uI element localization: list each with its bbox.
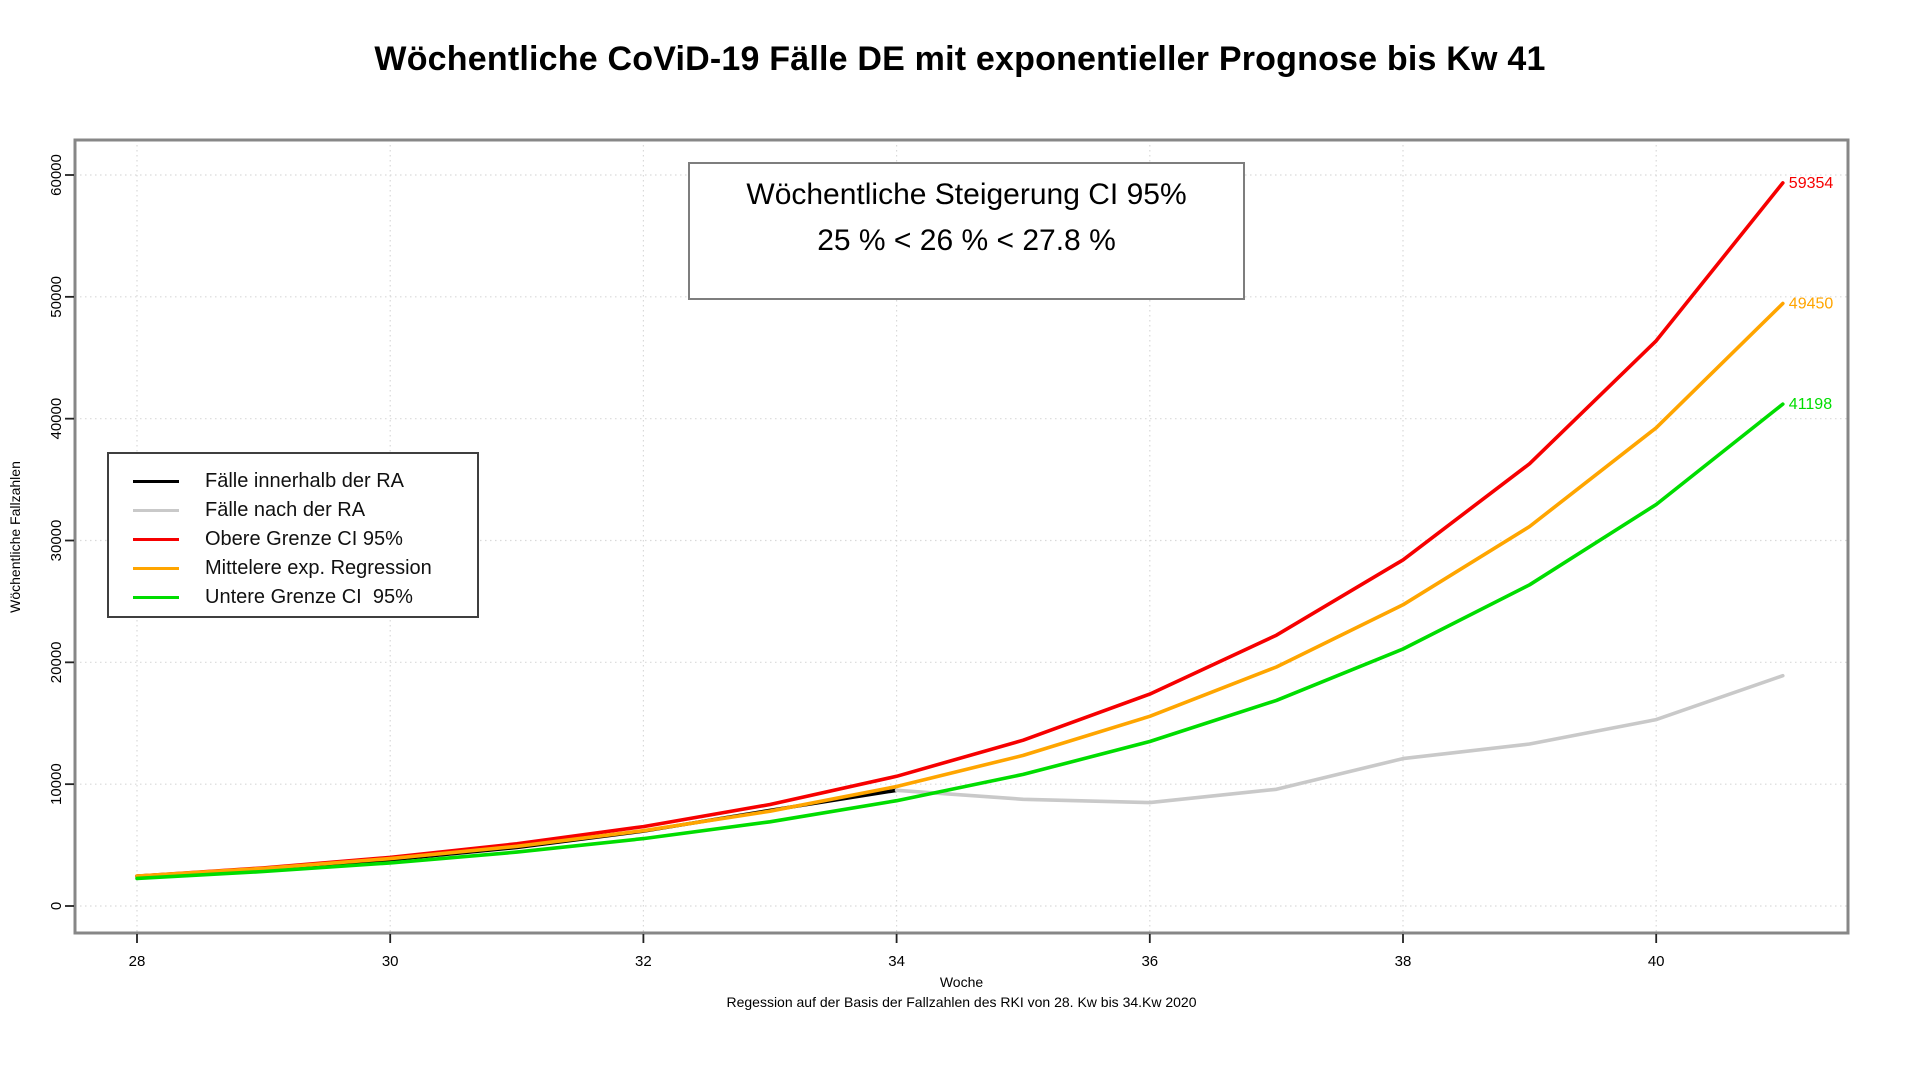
legend-item: Fälle innerhalb der RA [109,467,477,496]
end-label-upper-ci-95: 59354 [1789,175,1834,192]
legend-item: Untere Grenze CI 95% [109,583,477,612]
legend-item: Obere Grenze CI 95% [109,525,477,554]
x-axis-title: Woche [939,974,984,990]
legend-item: Mittelere exp. Regression [109,554,477,583]
end-label-mid-exp-regression: 49450 [1789,296,1834,313]
y-tick-label: 0 [48,902,65,910]
line-lower-ci-95 [135,402,1785,881]
legend-line-swatch [133,596,179,599]
y-tick-label: 60000 [48,154,65,196]
legend: Fälle innerhalb der RA Fälle nach der RA… [107,452,479,618]
y-tick-label: 50000 [48,276,65,318]
chart-title: Wöchentliche CoViD-19 Fälle DE mit expon… [374,40,1546,78]
legend-item-label: Mittelere exp. Regression [205,557,432,579]
x-tick-label: 34 [888,953,905,970]
x-tick-label: 28 [129,953,146,970]
x-tick-label: 36 [1141,953,1158,970]
annotation-ci-values: 25 % < 26 % < 27.8 % [817,224,1116,257]
legend-item-label: Obere Grenze CI 95% [205,528,403,550]
legend-item: Fälle nach der RA [109,496,477,525]
legend-line-swatch [133,509,179,512]
y-tick-label: 40000 [48,398,65,440]
x-tick-label: 32 [635,953,652,970]
annotation-box: Wöchentliche Steigerung CI 95% 25 % < 26… [688,162,1245,300]
legend-item-label: Untere Grenze CI 95% [205,586,413,608]
end-label-lower-ci-95: 41198 [1789,396,1832,413]
y-axis-title: Wöchentliche Fallzahlen [7,461,23,613]
line-mid-exp-regression [135,301,1785,878]
legend-line-swatch [133,480,179,483]
legend-line-swatch [133,538,179,541]
y-tick-label: 20000 [48,641,65,683]
annotation-title: Wöchentliche Steigerung CI 95% [746,178,1187,211]
x-tick-label: 40 [1648,953,1665,970]
y-tick-label: 30000 [48,520,65,562]
x-tick-label: 38 [1395,953,1412,970]
line-cases-after-ra [894,673,1785,805]
x-axis-caption: Regession auf der Basis der Fallzahlen d… [726,994,1197,1010]
legend-line-swatch [133,567,179,570]
legend-item-label: Fälle innerhalb der RA [205,470,404,492]
y-tick-label: 10000 [48,763,65,805]
x-tick-label: 30 [382,953,399,970]
plot-box-border [73,138,1850,935]
legend-item-label: Fälle nach der RA [205,499,366,521]
